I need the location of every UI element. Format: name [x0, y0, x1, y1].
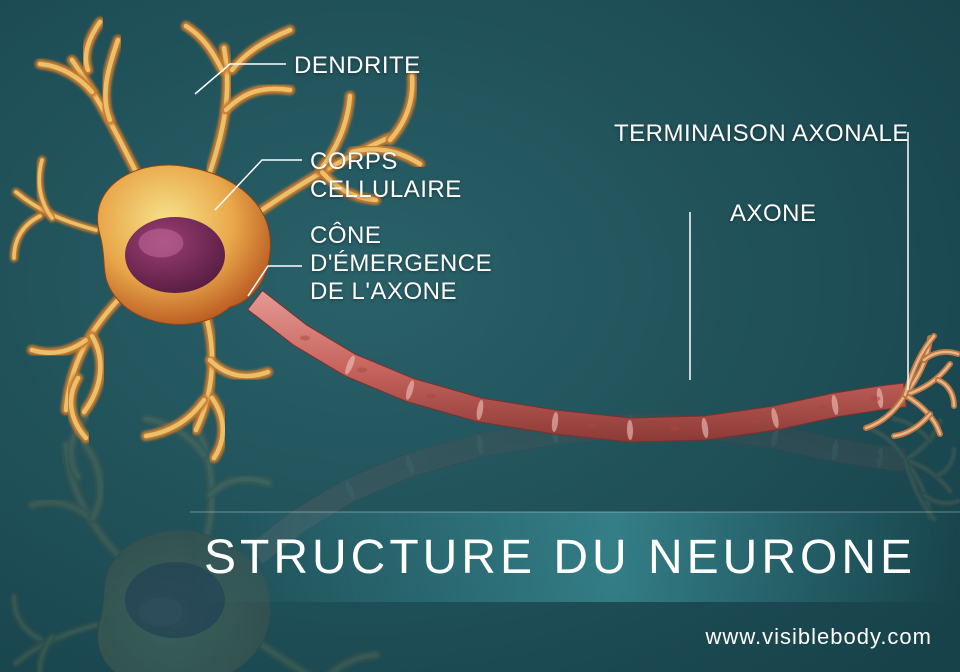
title-bar: STRUCTURE DU NEURONE [190, 512, 960, 602]
label-axon-terminal: TERMINAISON AXONALE [614, 120, 909, 148]
nucleus [125, 217, 225, 293]
neuron-diagram: DENDRITE CORPSCELLULAIRE CÔNED'ÉMERGENCE… [0, 0, 960, 672]
label-axon-hillock: CÔNED'ÉMERGENCEDE L'AXONE [310, 222, 492, 306]
source-url: www.visiblebody.com [706, 624, 932, 650]
label-dendrite: DENDRITE [294, 52, 421, 80]
nucleus-highlight [139, 229, 184, 258]
label-axon: AXONE [730, 200, 817, 228]
nucleus-highlight [139, 598, 184, 627]
diagram-title: STRUCTURE DU NEURONE [204, 530, 916, 585]
label-cell-body: CORPSCELLULAIRE [310, 148, 462, 204]
